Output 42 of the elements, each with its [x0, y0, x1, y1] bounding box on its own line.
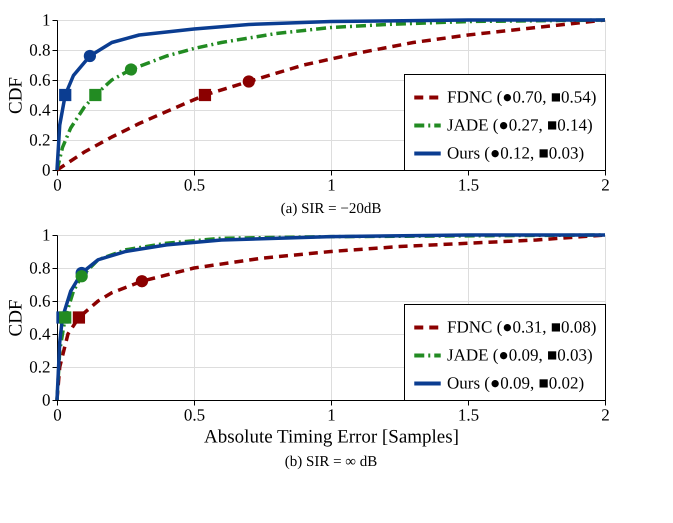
legend-label: Ours (●0.12, ■0.03) [447, 144, 584, 162]
point [76, 270, 88, 282]
y-axis-title: CDF [5, 300, 26, 336]
legend-label: JADE (●0.27, ■0.14) [447, 116, 593, 134]
point [136, 275, 148, 288]
y-tick-label: 0.8 [29, 40, 50, 60]
y-tick-label: 0.8 [29, 258, 50, 278]
y-tick-label: 0.6 [29, 292, 50, 310]
y-tick-label: 0.4 [29, 324, 51, 344]
y-tick-label: 0 [42, 390, 50, 410]
point [59, 88, 72, 102]
y-axis-title: CDF [5, 77, 26, 114]
y-tick-label: 0.2 [29, 130, 50, 150]
legend-label: JADE (●0.09, ■0.03) [447, 346, 593, 364]
line-series [55, 18, 607, 172]
point [72, 311, 86, 324]
legend-label: Ours (●0.09, ■0.02) [447, 374, 584, 392]
x-tick-label: 1.5 [458, 176, 480, 194]
y-tick-label: 0.2 [29, 358, 50, 376]
x-tick-label: 0.5 [184, 176, 206, 194]
legend-label: FDNC (●0.31, ■0.08) [447, 318, 596, 336]
x-tick-label: 2 [601, 176, 610, 194]
text: (a) SIR = −20dB [280, 201, 382, 217]
y-tick-label: 1 [42, 226, 50, 244]
point [59, 311, 72, 324]
y-tick-label: 0.4 [29, 100, 51, 120]
x-tick-label: 1 [327, 176, 336, 194]
legend-label: FDNC (●0.70, ■0.54) [447, 88, 596, 106]
text: (b) SIR = ∞ dB [284, 454, 378, 470]
point [89, 88, 102, 102]
point [84, 50, 96, 62]
x-axis-title: Absolute Timing Error [Samples] [204, 426, 459, 448]
point [124, 63, 138, 76]
x-tick-label: 1 [327, 406, 336, 424]
point [242, 75, 255, 88]
y-tick-label: 0.6 [29, 70, 50, 90]
point [198, 88, 212, 102]
y-tick-label: 1 [42, 10, 50, 30]
x-tick-label: 2 [601, 406, 610, 424]
x-tick-label: 0.5 [184, 406, 206, 424]
x-tick-label: 1.5 [458, 406, 480, 424]
y-tick-label: 0 [42, 160, 50, 180]
